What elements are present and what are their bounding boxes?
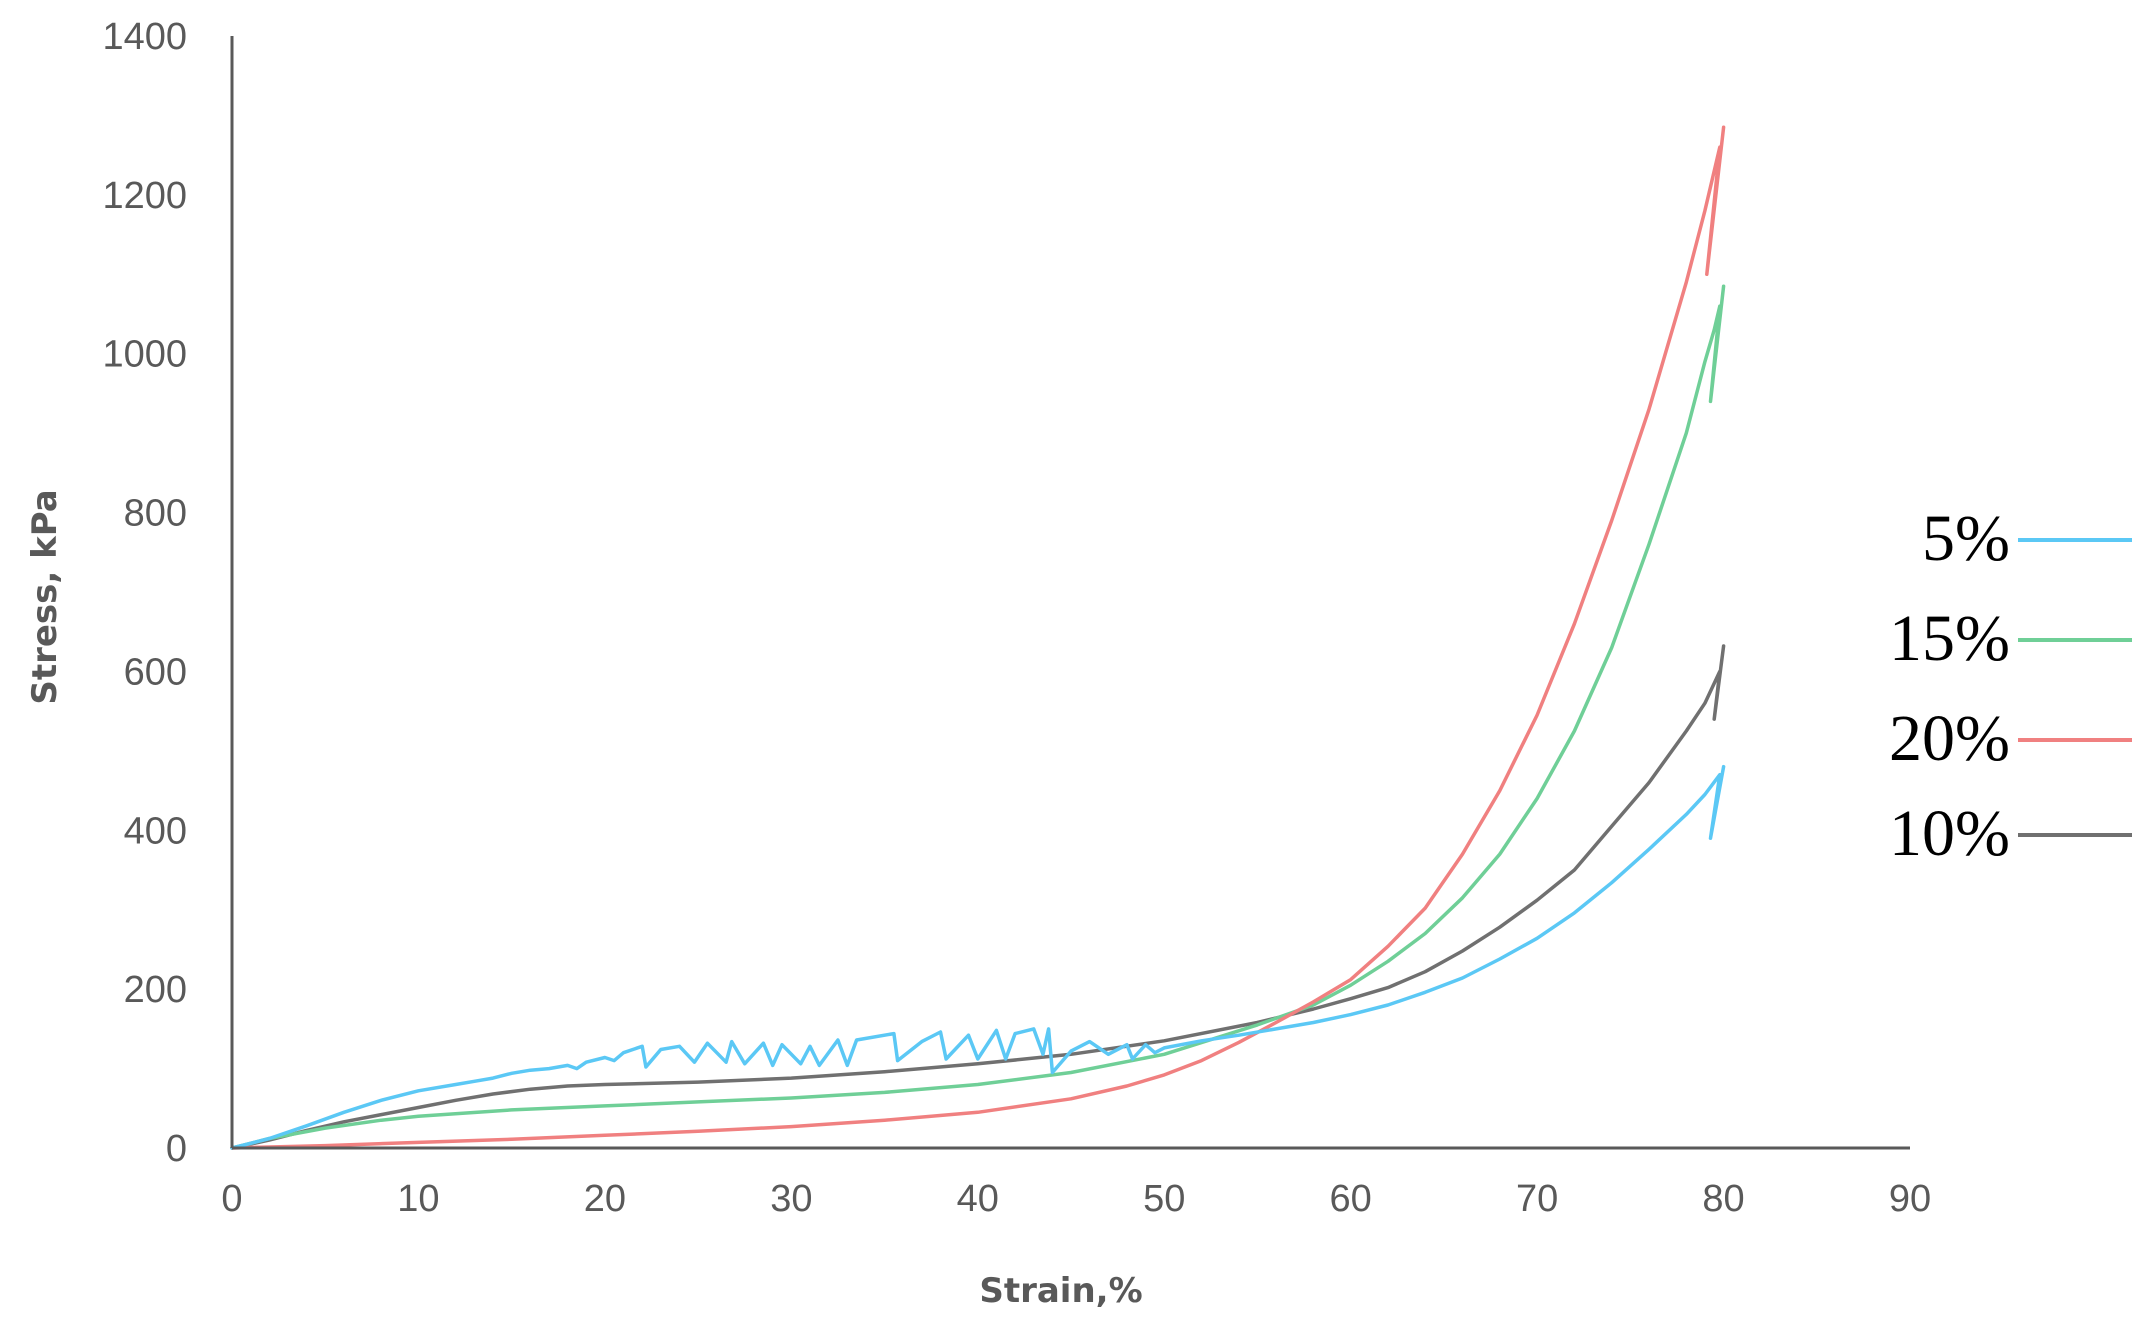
x-tick-label: 60 [1330,1178,1372,1220]
y-axis-title: Stress, kPa [25,489,65,704]
y-tick-label: 1400 [102,16,187,58]
x-tick-label: 40 [957,1178,999,1220]
legend-label: 10% [1889,797,2010,870]
x-tick-label: 0 [221,1178,242,1220]
y-tick-label: 200 [124,969,187,1011]
y-tick-label: 0 [166,1128,187,1170]
x-tick-label: 50 [1143,1178,1185,1220]
y-tick-label: 1000 [102,334,187,376]
y-tick-label: 800 [124,493,187,535]
x-tick-label: 70 [1516,1178,1558,1220]
legend-label: 20% [1889,702,2010,775]
legend-label: 15% [1889,602,2010,675]
legend: 5% 15% 20% 10% [1889,502,2132,870]
y-tick-label: 400 [124,810,187,852]
series-line-10pct [230,644,1726,1150]
series-line-15pct [230,284,1726,1150]
x-tick-label: 30 [770,1178,812,1220]
x-tick-label: 10 [397,1178,439,1220]
x-tick-labels: 0 10 20 30 40 50 60 70 80 90 [221,1178,1931,1220]
legend-label: 5% [1922,502,2010,575]
x-tick-label: 80 [1702,1178,1744,1220]
series-line-5pct [230,764,1726,1150]
series-line-20pct [230,125,1726,1150]
x-axis-title: Strain,% [979,1271,1142,1311]
y-tick-label: 1200 [102,175,187,217]
x-tick-label: 20 [584,1178,626,1220]
x-tick-label: 90 [1889,1178,1931,1220]
y-tick-labels: 0 200 400 600 800 1000 1200 1400 [102,16,187,1170]
y-tick-label: 600 [124,651,187,693]
series-layer [230,125,1726,1150]
